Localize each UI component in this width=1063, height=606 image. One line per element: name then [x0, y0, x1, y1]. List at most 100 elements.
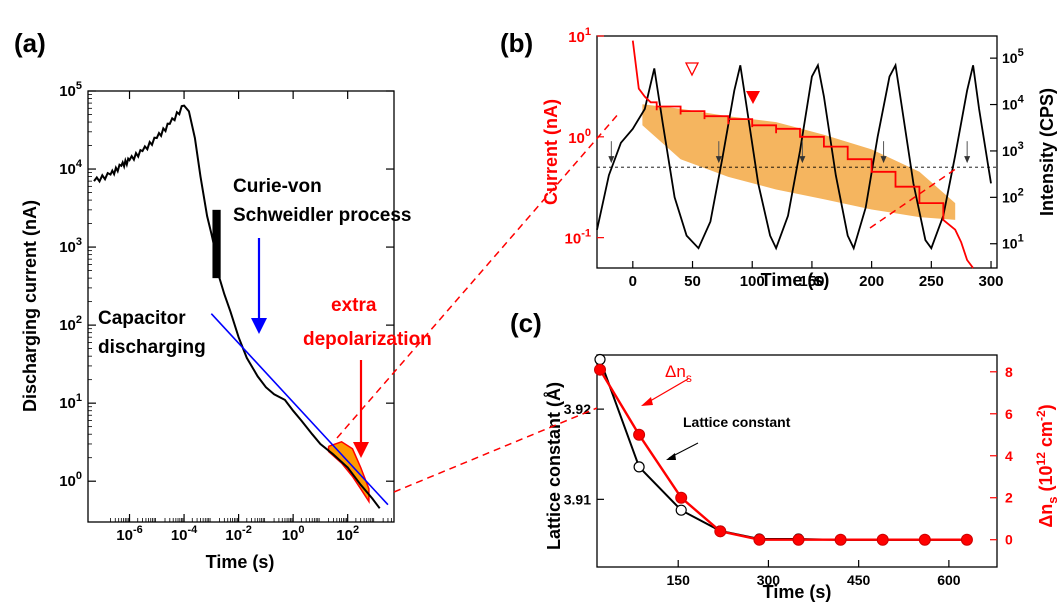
ylabel-right-delta: Δn [1036, 504, 1056, 528]
a-xtick-label: 10-4 [171, 524, 198, 544]
open-triangle-marker [684, 62, 700, 77]
panel-b-ticks: 0 50 100 150 200 250 30010-1100101101102103104… [565, 26, 1025, 290]
a-xtick-label: 100 [282, 524, 305, 544]
panel-c-ylabel-right: Δns (1012 cm-2) [1034, 404, 1060, 527]
b-ytick-right-label-base: 10 [1002, 236, 1018, 252]
panel-a-ylabel: Discharging current (nA) [20, 200, 40, 412]
panel-a-frame [87, 90, 395, 523]
annotation-depolarization: depolarization [303, 329, 432, 350]
annotation-capacitor: Capacitor [98, 308, 186, 329]
a-xtick-label: 10-2 [225, 524, 251, 544]
a-ytick-label: 102 [59, 314, 82, 334]
small-arrow-head [964, 156, 971, 164]
connector-b-to-c [869, 167, 958, 229]
a-ytick-label-exp: 5 [76, 80, 82, 92]
a-ytick-label-exp: 2 [76, 314, 82, 326]
small-arrow-head [608, 156, 615, 164]
a-xtick-label-exp: -4 [188, 524, 199, 536]
a-xtick-label: 102 [336, 524, 359, 544]
noise-band [212, 209, 221, 279]
panel-c-markers [594, 353, 973, 546]
panel-b-letter: (b) [500, 28, 533, 58]
b-ytick-left-label-base: 10 [565, 231, 582, 248]
filled-triangle-marker [746, 91, 760, 104]
delta-ns-point [960, 533, 973, 546]
a-xtick-label-base: 10 [336, 527, 353, 544]
panel-b-frame [596, 35, 998, 269]
small-arrow-head [880, 156, 887, 164]
b-ytick-right-label: 105 [1002, 47, 1024, 66]
b-ytick-left-label-base: 10 [568, 29, 585, 46]
delta-ns-point [753, 533, 766, 546]
lattice-point [675, 504, 687, 516]
panel-c-ticks: 150 300 450 600 3.91 3.92 0 2 4 6 8 [564, 364, 1013, 588]
c-ytick-right-label: 2 [1005, 490, 1013, 506]
b-ytick-right-label-exp: 2 [1018, 186, 1024, 198]
delta-ns-symbol: Δn [665, 362, 686, 381]
c-ytick-left-label: 3.91 [564, 491, 591, 507]
a-xtick-label-base: 10 [225, 527, 242, 544]
a-ytick-label: 101 [59, 392, 82, 412]
discharging-current-curve [93, 104, 381, 509]
a-xtick-label-exp: 0 [298, 524, 304, 536]
panel-b: 0 50 100 150 200 250 30010-1100101101102103104… [541, 26, 1057, 290]
red-arrow-head [353, 442, 369, 458]
b-xtick-label: 200 [859, 273, 884, 290]
panel-b-small-arrows [608, 141, 971, 164]
c-xtick-label: 300 [757, 572, 781, 588]
small-arrow-head [715, 156, 722, 164]
ylabel-right-exp2: -2 [1034, 410, 1048, 421]
a-ytick-label-base: 10 [59, 473, 76, 490]
b-ytick-right-label-base: 10 [1002, 97, 1018, 113]
panel-c-ylabel-left: Lattice constant (Å) [544, 382, 564, 550]
delta-ns-point [918, 533, 931, 546]
b-ytick-right-label-base: 10 [1002, 50, 1018, 66]
a-ytick-label-base: 10 [59, 317, 76, 334]
b-ytick-left-label-exp: 0 [585, 127, 591, 139]
delta-ns-point [792, 533, 805, 546]
b-ytick-right-label-exp: 4 [1018, 94, 1025, 106]
panel-c-letter: (c) [510, 308, 542, 338]
annotation-lattice-constant: Lattice constant [683, 414, 791, 430]
b-xtick-label: 0 [629, 273, 637, 290]
a-xtick-label-base: 10 [171, 527, 188, 544]
ylabel-right-sub: s [1045, 496, 1060, 503]
a-ytick-label-exp: 3 [76, 236, 82, 248]
b-xtick-label: 250 [919, 273, 944, 290]
small-arrow-head [799, 156, 806, 164]
annotation-curie-von: Curie-von [233, 176, 322, 197]
a-xtick-label: 10-6 [116, 524, 142, 544]
current-curve [631, 40, 974, 269]
a-xtick-label-exp: 2 [353, 524, 359, 536]
delta-ns-line [598, 369, 967, 541]
b-ytick-right-label: 101 [1002, 233, 1024, 252]
connector-a-to-b [336, 111, 621, 439]
a-ytick-label-exp: 1 [76, 392, 82, 404]
a-ytick-label-exp: 4 [76, 158, 83, 170]
a-ytick-label-base: 10 [59, 239, 76, 256]
a-ytick-label: 103 [59, 236, 82, 256]
ylabel-right-cm: cm [1036, 421, 1056, 452]
lattice-point [594, 353, 606, 366]
a-ytick-label: 104 [59, 158, 83, 178]
panel-c-xlabel: Time (s) [763, 582, 832, 602]
delta-ns-point [834, 533, 847, 546]
c-ytick-right-label: 8 [1005, 364, 1013, 380]
delta-ns-point [714, 525, 727, 538]
lattice-pointer-head [666, 453, 676, 460]
b-ytick-left-label-exp: -1 [581, 228, 591, 240]
b-ytick-right-label-exp: 3 [1018, 140, 1024, 152]
b-ytick-right-label-exp: 5 [1018, 47, 1024, 59]
a-ytick-label: 100 [59, 470, 82, 490]
b-ytick-right-label-base: 10 [1002, 143, 1018, 159]
lattice-constant-line [599, 359, 967, 541]
delta-ns-point [675, 491, 688, 504]
b-ytick-left-label: 10-1 [565, 228, 591, 248]
annotation-delta-ns: Δns [665, 362, 692, 385]
c-ytick-right-label: 0 [1005, 532, 1013, 548]
a-xtick-label-exp: -6 [133, 524, 143, 536]
panel-c-frame [596, 354, 998, 568]
